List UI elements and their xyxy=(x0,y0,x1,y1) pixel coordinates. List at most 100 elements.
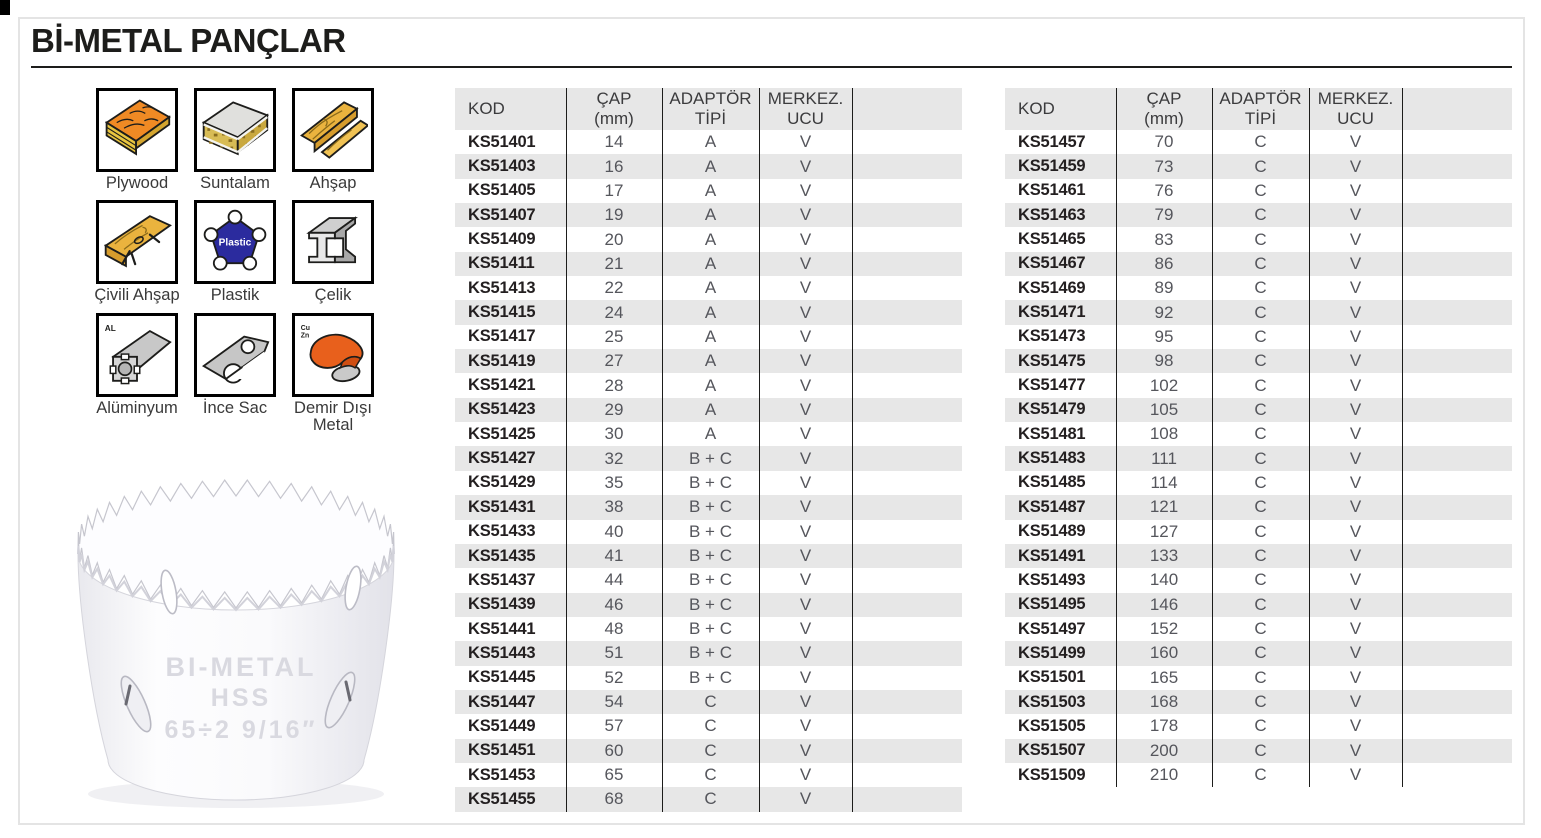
center-bit-value: V xyxy=(1308,130,1402,155)
table-row: KS51435 41 B + C V xyxy=(455,543,962,569)
product-code: KS51497 xyxy=(1018,619,1086,638)
product-code: KS51489 xyxy=(1018,522,1086,541)
empty-cell xyxy=(1401,251,1512,277)
adapter-type-value: C xyxy=(1211,665,1309,690)
adapter-type-value: C xyxy=(1211,641,1309,666)
diameter-value: 70 xyxy=(1115,130,1212,155)
product-code: KS51487 xyxy=(1005,495,1116,520)
empty-cell xyxy=(851,689,962,715)
product-code: KS51509 xyxy=(1018,765,1086,784)
diameter-value: 21 xyxy=(565,251,662,277)
product-code: KS51499 xyxy=(1005,641,1116,666)
empty-cell xyxy=(851,397,962,423)
empty-cell xyxy=(851,178,962,204)
adapter-type-value: C xyxy=(1211,470,1309,496)
center-bit-value: V xyxy=(758,738,852,763)
empty-cell xyxy=(851,373,962,398)
empty-cell xyxy=(851,422,962,447)
diameter-value: 46 xyxy=(565,592,662,617)
product-code: KS51415 xyxy=(455,300,566,325)
diameter-value: 105 xyxy=(1115,397,1212,423)
center-bit-value: V xyxy=(1308,154,1402,179)
center-bit-value: V xyxy=(758,324,852,350)
empty-cell xyxy=(1401,373,1512,398)
center-bit-value: V xyxy=(758,227,852,252)
column-header-empty xyxy=(1401,88,1512,130)
diameter-value: 111 xyxy=(1115,446,1212,471)
adapter-type-value: A xyxy=(661,422,759,447)
table-row: KS51477 102 C V xyxy=(1005,373,1512,398)
table-row: KS51421 28 A V xyxy=(455,373,962,398)
diameter-value: 95 xyxy=(1115,324,1212,350)
page-title: Bİ-METAL PANÇLAR xyxy=(31,22,346,59)
nonferrous-badge-cu: Cu xyxy=(301,325,310,332)
empty-cell xyxy=(1401,543,1512,569)
adapter-type-value: C xyxy=(1211,592,1309,617)
diameter-value: 200 xyxy=(1115,738,1212,763)
diameter-value: 152 xyxy=(1115,616,1212,642)
table-row: KS51459 73 C V xyxy=(1005,154,1512,179)
adapter-type-value: B + C xyxy=(661,470,759,496)
table-row: KS51451 60 C V xyxy=(455,738,962,763)
product-code: KS51441 xyxy=(468,619,536,638)
table-row: KS51431 38 B + C V xyxy=(455,495,962,520)
table-row: KS51443 51 B + C V xyxy=(455,641,962,666)
material-ince-sac: İnce Sac xyxy=(186,313,284,435)
column-header-adaptor: ADAPTÖR TİPİ xyxy=(1211,88,1309,130)
center-bit-value: V xyxy=(1308,714,1402,739)
product-code: KS51419 xyxy=(455,349,566,374)
diameter-value: 60 xyxy=(565,738,662,763)
emboss-line1: BI-METAL xyxy=(166,652,317,682)
adapter-type-value: C xyxy=(661,714,759,739)
table-row: KS51425 30 A V xyxy=(455,422,962,447)
diameter-value: 102 xyxy=(1115,373,1212,398)
product-code: KS51455 xyxy=(455,787,566,812)
empty-cell xyxy=(851,251,962,277)
adapter-type-value: A xyxy=(661,324,759,350)
table-row: KS51461 76 C V xyxy=(1005,178,1512,204)
diameter-value: 168 xyxy=(1115,689,1212,715)
diameter-value: 79 xyxy=(1115,203,1212,228)
empty-cell xyxy=(1401,616,1512,642)
product-code: KS51473 xyxy=(1018,327,1086,346)
center-bit-value: V xyxy=(758,349,852,374)
empty-cell xyxy=(851,616,962,642)
materials-row-3: AL Alüminyum İnce Sac xyxy=(88,313,382,435)
material-label: Ahşap xyxy=(309,174,357,192)
center-bit-value: V xyxy=(1308,762,1402,788)
product-code: KS51465 xyxy=(1018,230,1086,249)
diameter-value: 25 xyxy=(565,324,662,350)
product-code: KS51463 xyxy=(1005,203,1116,228)
material-label: Suntalam xyxy=(200,174,270,192)
product-code: KS51505 xyxy=(1018,716,1086,735)
product-code: KS51407 xyxy=(455,203,566,228)
table-row: KS51415 24 A V xyxy=(455,300,962,325)
empty-cell xyxy=(1401,154,1512,179)
diameter-value: 127 xyxy=(1115,519,1212,544)
center-bit-value: V xyxy=(1308,665,1402,690)
empty-cell xyxy=(851,203,962,228)
center-bit-value: V xyxy=(1308,592,1402,617)
diameter-value: 27 xyxy=(565,349,662,374)
table-row: KS51403 16 A V xyxy=(455,154,962,179)
chipboard-icon xyxy=(194,88,276,172)
table-row: KS51413 22 A V xyxy=(455,276,962,301)
diameter-value: 14 xyxy=(565,130,662,155)
diameter-value: 51 xyxy=(565,641,662,666)
empty-cell xyxy=(1401,397,1512,423)
material-label: Alüminyum xyxy=(96,399,178,417)
center-bit-value: V xyxy=(1308,519,1402,544)
diameter-value: 140 xyxy=(1115,568,1212,593)
adapter-type-value: C xyxy=(661,762,759,788)
adapter-type-value: B + C xyxy=(661,446,759,471)
table-header-row: KOD ÇAP (mm) ADAPTÖR TİPİ MERKEZ. UCU xyxy=(455,88,962,130)
product-code: KS51437 xyxy=(468,570,536,589)
product-code: KS51435 xyxy=(455,543,566,569)
product-code: KS51457 xyxy=(1018,132,1086,151)
diameter-value: 17 xyxy=(565,178,662,204)
material-ahsap: Ahşap xyxy=(284,88,382,192)
adapter-type-value: C xyxy=(1211,130,1309,155)
product-code: KS51471 xyxy=(1005,300,1116,325)
table-row: KS51433 40 B + C V xyxy=(455,519,962,544)
plastic-icon: Plastic xyxy=(194,200,276,284)
